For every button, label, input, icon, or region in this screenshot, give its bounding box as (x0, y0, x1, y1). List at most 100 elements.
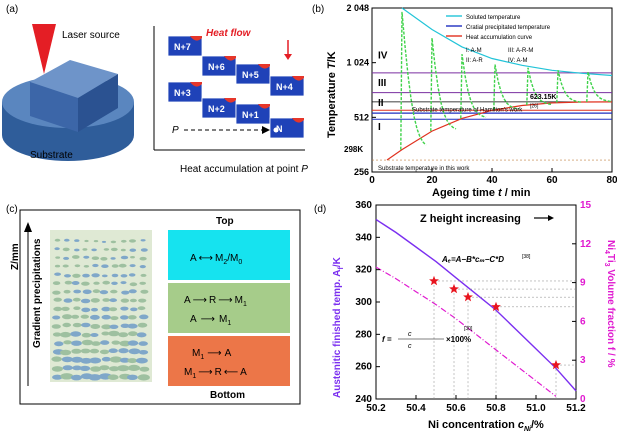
precipitate-dot (79, 365, 91, 371)
panel-d-label: (d) (314, 204, 326, 215)
panel-b: (b) 0 20 40 60 80 2 048 1 024 512 256 Soluted tem… (312, 3, 617, 199)
precipitate-dot (139, 265, 146, 269)
precipitate-dot (120, 274, 128, 278)
x-tick-label: 20 (426, 175, 438, 186)
precipitate-dot (111, 340, 121, 345)
chart-d-xlabel: Ni concentration cNi/% (428, 419, 544, 431)
precipitate-dot (74, 248, 80, 252)
precipitate-dot (140, 239, 146, 242)
precipitate-dot (93, 240, 99, 243)
formula-f-prefix: f = (382, 335, 392, 344)
precipitate-dot (139, 366, 150, 372)
deposit-block (269, 75, 305, 97)
precipitate-dots (51, 238, 150, 381)
precipitate-dot (136, 332, 147, 338)
precipitate-dot (102, 298, 110, 302)
y-right-tick-label: 12 (580, 239, 592, 250)
precipitate-dot (62, 314, 73, 320)
melt-pool-icon (292, 118, 304, 123)
panel-c-label: (c) (6, 204, 18, 215)
region-key: IV: A-M (508, 58, 527, 64)
precipitate-dot (140, 289, 149, 294)
y-right-tick-label: 3 (580, 355, 586, 366)
thermal-cycle-peak (526, 67, 553, 106)
x-tick-label: 51.0 (526, 403, 546, 414)
precipitate-dot (82, 273, 90, 278)
precipitate-dot (121, 290, 130, 295)
phase-box-middle (168, 283, 290, 333)
precipitate-dot (71, 314, 80, 319)
precipitate-dot (53, 306, 63, 312)
y-right-tick-label: 6 (580, 316, 586, 327)
bottom-label: Bottom (210, 390, 245, 401)
precipitate-dot (83, 265, 90, 268)
deposit-block (235, 63, 271, 85)
deposit-block (167, 81, 203, 103)
chart-b-frame (371, 7, 613, 173)
precipitate-dot (71, 348, 82, 354)
y-tick-label: 256 (354, 167, 369, 177)
data-point-star (463, 291, 473, 302)
precipitate-dot (99, 349, 110, 355)
precipitate-dot (121, 239, 127, 243)
precipitate-dot (110, 247, 118, 252)
precipitate-dot (127, 323, 138, 329)
legend-entry: Cratial precipitated temperature (466, 25, 551, 31)
precipitate-dot (63, 340, 72, 345)
deposit-block (235, 103, 271, 125)
precipitate-dot (139, 314, 149, 320)
precipitate-dot (137, 306, 146, 311)
region-label: IV (378, 51, 388, 62)
melt-pool-icon (258, 64, 270, 69)
precipitate-dot (120, 315, 129, 320)
precipitate-dot (90, 333, 99, 337)
precipitate-dot (129, 282, 138, 287)
af-curve (375, 218, 577, 392)
y-left-tick-label: 280 (355, 329, 372, 340)
precipitate-dot (54, 247, 60, 251)
precipitate-dot (63, 256, 70, 260)
precipitate-dot (88, 374, 102, 381)
precipitate-dot (51, 324, 61, 329)
formula-f-tail: ×100% (446, 335, 471, 344)
precipitate-dot (140, 273, 147, 277)
precipitate-dot (110, 289, 118, 294)
ref-30: [30] (464, 326, 473, 332)
block-label: N+6 (208, 62, 225, 72)
block-label: N+5 (242, 70, 259, 80)
precipitate-dot (54, 264, 61, 268)
precipitate-dot (64, 274, 71, 278)
y-left-tick-label: 260 (355, 362, 372, 373)
data-point-star (429, 275, 439, 286)
precipitate-dot (74, 239, 80, 242)
precipitate-dot (62, 322, 71, 328)
legend-entry: Soluted temperature (466, 15, 521, 21)
precipitate-dot (130, 256, 135, 259)
legend-entry: Heat accumulation curve (466, 35, 533, 41)
panel-a-label: (a) (6, 4, 18, 15)
region-key: III: A-R-M (508, 48, 533, 54)
precipitate-dot (128, 289, 137, 294)
t623-label: 623.15K (530, 94, 556, 101)
precipitate-dot (127, 358, 138, 364)
x-tick-label: 50.8 (486, 403, 506, 414)
precipitate-dot (110, 257, 116, 260)
precipitate-dot (70, 374, 83, 381)
block-label: N+4 (276, 82, 293, 92)
x-tick-label: 0 (369, 175, 375, 186)
box2-line1: A ⟶ R ⟶ M1 (184, 295, 247, 308)
precipitate-dot (130, 307, 138, 312)
chart-d-ylabel-left: Austenitic finished temp. Af/K (332, 256, 345, 398)
precipitate-dot (92, 289, 101, 294)
panel-b-label: (b) (312, 4, 324, 15)
precipitate-dot (81, 322, 91, 328)
block-label: N+3 (174, 88, 191, 98)
precipitate-dot (101, 331, 110, 336)
precipitate-dot (101, 356, 111, 362)
formula-af-ref: [38] (522, 254, 531, 260)
thermal-cycle-peak (400, 11, 427, 150)
precipitate-dot (90, 314, 100, 320)
precipitate-dot (92, 263, 99, 268)
x-tick-label: 51.2 (566, 403, 586, 414)
precipitate-dot (117, 365, 130, 372)
